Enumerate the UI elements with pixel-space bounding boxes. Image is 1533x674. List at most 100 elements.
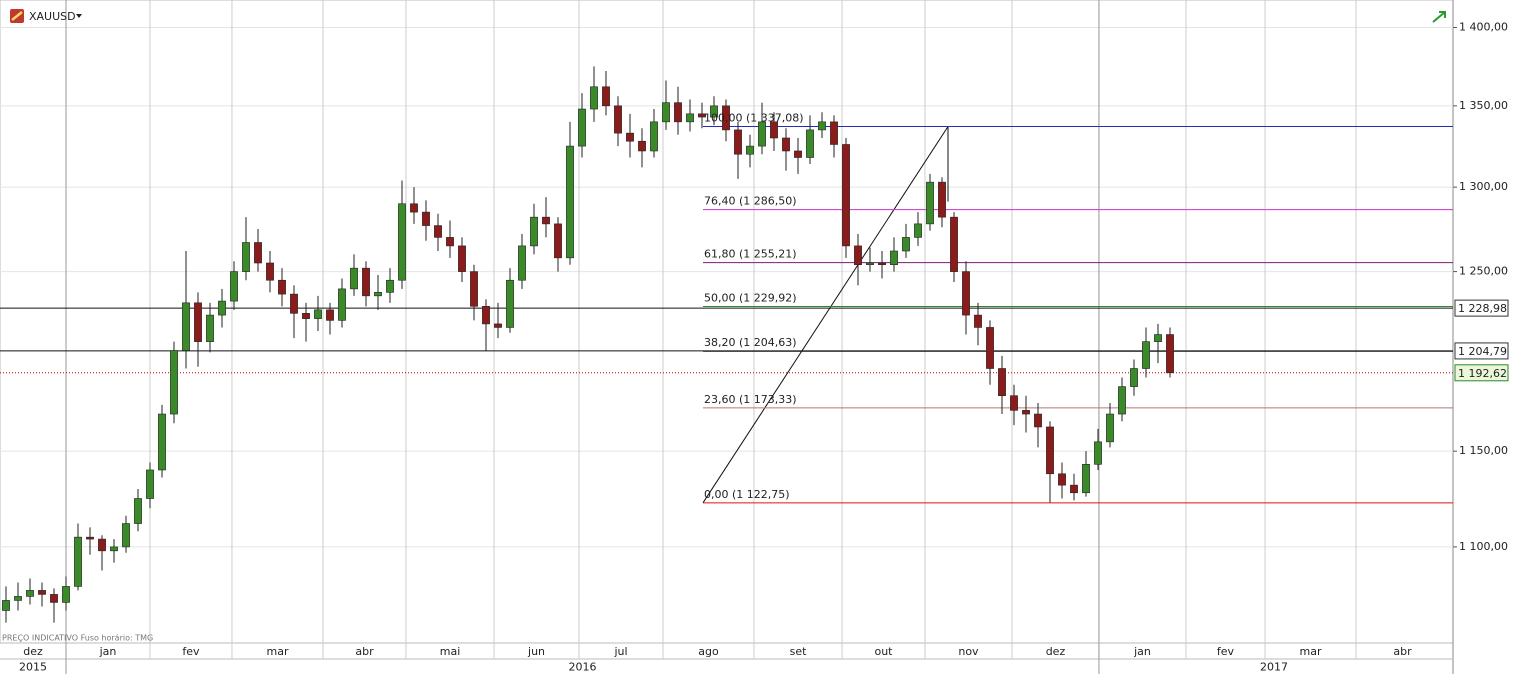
candle-body — [854, 245, 862, 266]
year-label: 2017 — [1260, 661, 1288, 674]
month-label: dez — [23, 645, 43, 658]
candle-body — [458, 245, 466, 272]
candle-body — [650, 121, 658, 152]
candle-body — [818, 121, 826, 131]
candle-body — [110, 546, 118, 552]
month-label: dez — [1046, 645, 1066, 658]
candle-body — [602, 86, 610, 107]
candle-body — [614, 105, 622, 134]
candle-body — [638, 140, 646, 152]
fib-label: 0,00 (1 122,75) — [704, 488, 790, 501]
candle-body — [1154, 334, 1162, 342]
candle-body — [1142, 341, 1150, 369]
fib-label: 50,00 (1 229,92) — [704, 291, 797, 304]
candle-body — [986, 327, 994, 369]
y-tick-label: 1 350,00 — [1459, 99, 1508, 112]
last-price-tag — [1454, 364, 1509, 382]
candle-body — [998, 368, 1006, 397]
fib-label: 100,00 (1 337,08) — [704, 112, 804, 125]
candle-body — [554, 223, 562, 259]
symbol-selector[interactable]: XAUUSD — [10, 9, 82, 23]
candle-body — [230, 271, 238, 302]
dropdown-arrow[interactable] — [76, 14, 82, 18]
candle-body — [1118, 386, 1126, 415]
candle-body — [302, 313, 310, 319]
candle-body — [254, 242, 262, 264]
candle-body — [74, 536, 82, 587]
month-label: mar — [267, 645, 289, 658]
candle-body — [926, 181, 934, 225]
candle-body — [734, 129, 742, 155]
trend-icon[interactable] — [1432, 11, 1446, 23]
y-tick-label: 1 100,00 — [1459, 540, 1508, 553]
last-price-label: 1 192,62 — [1458, 367, 1507, 380]
candle-body — [290, 293, 298, 314]
candle-body — [530, 216, 538, 247]
y-tick-label: 1 400,00 — [1459, 21, 1508, 34]
y-tick-label: 1 250,00 — [1459, 265, 1508, 278]
candle-body — [98, 538, 106, 552]
price-tag — [1454, 342, 1509, 360]
candle-body — [590, 86, 598, 110]
price-tag — [1454, 299, 1509, 317]
candle-body — [866, 262, 874, 266]
candle-body — [842, 144, 850, 247]
month-label: fev — [182, 645, 200, 658]
candle-body — [482, 306, 490, 325]
fib-trend-line — [702, 126, 949, 504]
candle-body — [122, 523, 130, 548]
candle-body — [494, 323, 502, 328]
candle-body — [746, 145, 754, 155]
candle-body — [542, 216, 550, 225]
year-label: 2015 — [19, 661, 47, 674]
symbol-name[interactable]: XAUUSD — [29, 10, 76, 23]
candle-body — [890, 250, 898, 266]
candle-body — [1022, 410, 1030, 415]
month-label: jul — [613, 645, 627, 658]
y-tick-label: 1 300,00 — [1459, 180, 1508, 193]
candle-body — [242, 242, 250, 272]
candle-body — [1010, 395, 1018, 411]
candle-body — [1166, 334, 1174, 374]
month-label: mai — [440, 645, 461, 658]
candle-body — [626, 132, 634, 142]
candle-body — [50, 594, 58, 603]
candle-body — [170, 350, 178, 415]
candle-body — [218, 300, 226, 316]
fib-label: 23,60 (1 173,33) — [704, 393, 797, 406]
month-label: jan — [1133, 645, 1151, 658]
candle-body — [350, 267, 358, 290]
candle-body — [62, 586, 70, 603]
candle-body — [950, 216, 958, 272]
candle-body — [806, 129, 814, 158]
candle-body — [878, 262, 886, 266]
candle-body — [962, 271, 970, 316]
candle-body — [1034, 413, 1042, 428]
candle-body — [710, 105, 718, 118]
candle-body — [938, 181, 946, 218]
candle-body — [722, 105, 730, 131]
month-label: abr — [355, 645, 374, 658]
candle-body — [14, 596, 22, 601]
candle-body — [326, 309, 334, 321]
candle-body — [506, 279, 514, 328]
candle-body — [578, 108, 586, 147]
candle-body — [1094, 441, 1102, 465]
candle-body — [782, 137, 790, 152]
month-label: set — [790, 645, 807, 658]
month-label: out — [874, 645, 893, 658]
candle-body — [158, 413, 166, 471]
candle-body — [362, 267, 370, 297]
candle-body — [422, 211, 430, 226]
candle-body — [2, 600, 10, 611]
candle-body — [794, 150, 802, 158]
candle-body — [974, 314, 982, 328]
y-tick-label: 1 150,00 — [1459, 444, 1508, 457]
candle-body — [194, 302, 202, 342]
candle-body — [674, 102, 682, 123]
candle-body — [182, 302, 190, 351]
candle-body — [434, 225, 442, 238]
candle-body — [1058, 473, 1066, 486]
